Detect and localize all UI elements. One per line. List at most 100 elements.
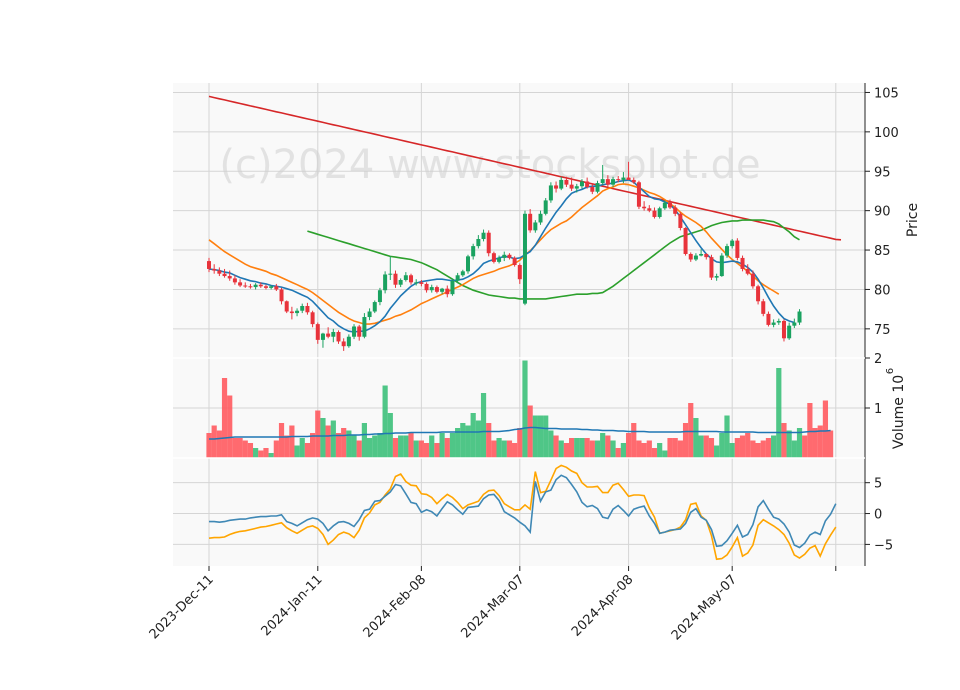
candle-body xyxy=(248,286,253,288)
candle-body xyxy=(693,255,698,260)
candle-body xyxy=(414,282,419,284)
candle-body xyxy=(709,257,714,278)
candle-body xyxy=(735,240,740,258)
candle-body xyxy=(263,286,268,288)
candle-body xyxy=(377,290,382,303)
volume-bar xyxy=(392,438,399,458)
candle-body xyxy=(657,208,662,217)
candle-body xyxy=(476,239,481,247)
candle-body xyxy=(517,265,522,280)
x-tick-label: 2024-Mar-07 xyxy=(459,572,528,641)
candle-body xyxy=(673,207,678,214)
volume-bar xyxy=(729,443,735,458)
candle-body xyxy=(238,282,243,286)
volume-bar xyxy=(688,403,694,458)
candle-body xyxy=(642,206,647,209)
volume-bar xyxy=(253,448,259,458)
volume-bar xyxy=(284,435,290,458)
candle-body xyxy=(295,310,300,314)
volume-bar xyxy=(682,423,689,458)
volume-bar xyxy=(558,440,564,458)
volume-bar xyxy=(423,443,430,458)
volume-bar xyxy=(382,385,388,458)
volume-bar xyxy=(714,445,720,458)
candle-body xyxy=(232,278,237,283)
volume-bar xyxy=(579,438,585,458)
volume-bar xyxy=(657,443,663,458)
candle-body xyxy=(600,179,605,184)
candle-body xyxy=(336,331,341,342)
volume-bar xyxy=(537,415,544,458)
x-tick-label: 2024-Apr-08 xyxy=(569,572,636,639)
candle-body xyxy=(538,213,543,223)
candle-body xyxy=(725,246,729,256)
candle-body xyxy=(662,202,667,209)
candle-body xyxy=(445,288,450,295)
candle-body xyxy=(341,341,346,347)
volume-bar xyxy=(398,435,404,458)
volume-bar xyxy=(802,435,808,458)
volume-ma-line xyxy=(209,426,831,440)
volume-bar xyxy=(750,440,756,458)
candle-body xyxy=(227,276,232,279)
candle-body xyxy=(491,253,496,262)
sma-blue-line xyxy=(208,179,795,333)
volume-bar xyxy=(584,438,590,458)
volume-bar xyxy=(698,435,704,458)
candle-body xyxy=(315,324,320,340)
volume-bar xyxy=(351,435,357,458)
volume-bar xyxy=(268,453,274,458)
price-tick-label: 95 xyxy=(874,165,891,180)
oscillator-orange-line xyxy=(208,464,837,561)
volume-bar xyxy=(372,435,378,458)
price-tick-label: 85 xyxy=(874,244,891,259)
candle-body xyxy=(398,279,403,285)
candle-body xyxy=(284,301,289,312)
axes: 75 80 85 90 95 100 105 1 2 −5 0 5 Price Volume 106 xyxy=(173,83,921,571)
volume-bar xyxy=(631,423,637,458)
candle-body xyxy=(750,273,755,287)
candle-body xyxy=(616,179,621,181)
volume-bar xyxy=(615,448,621,458)
candle-body xyxy=(756,286,761,302)
volume-bar xyxy=(304,443,311,458)
volume-bar xyxy=(273,440,279,458)
volume-bar xyxy=(356,440,362,458)
candle-body xyxy=(440,288,445,292)
sma-orange-line xyxy=(208,183,780,325)
volume-bar xyxy=(408,433,414,458)
candle-body xyxy=(346,336,351,347)
volume-bar xyxy=(429,435,435,458)
candle-body xyxy=(714,276,719,278)
candle-body xyxy=(362,317,367,337)
volume-bar xyxy=(745,433,751,458)
candle-body xyxy=(611,179,616,185)
candle-body xyxy=(621,177,626,180)
volume-bar xyxy=(242,440,248,458)
candle-body xyxy=(704,253,709,258)
candle-body xyxy=(574,186,579,189)
volume-bar xyxy=(470,413,476,458)
volume-bar xyxy=(667,438,673,458)
candle-body xyxy=(320,333,325,340)
candle-body xyxy=(222,273,227,277)
candle-body xyxy=(678,213,683,228)
volume-bar xyxy=(563,443,570,458)
volume-bar xyxy=(310,433,316,458)
osc-tick-label: −5 xyxy=(874,538,893,553)
volume-bar xyxy=(703,435,709,458)
price-axis-title: Price xyxy=(905,203,921,237)
candle-body xyxy=(719,255,724,277)
volume-bar xyxy=(828,430,834,458)
candle-body xyxy=(450,280,455,295)
volume-bar xyxy=(501,440,507,458)
candle-body xyxy=(528,213,533,231)
volume-bar xyxy=(672,438,678,458)
candle-body xyxy=(631,179,636,183)
volume-bar xyxy=(812,428,818,458)
volume-bar xyxy=(512,443,518,458)
volume-bar xyxy=(781,423,787,458)
sma-red-line xyxy=(208,95,842,241)
volume-bar xyxy=(724,415,730,458)
